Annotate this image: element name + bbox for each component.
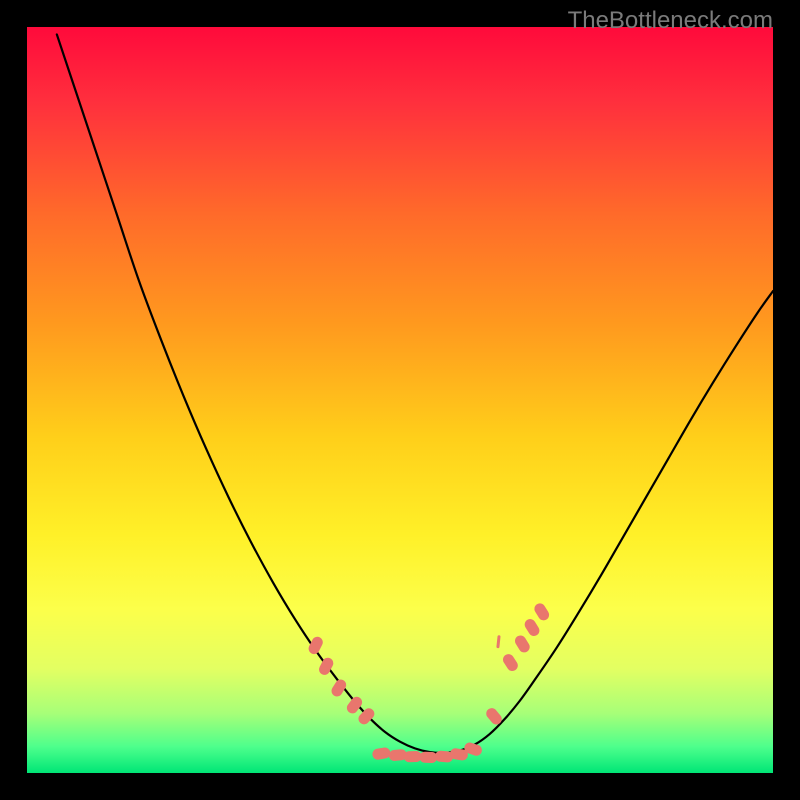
marker-tick: [498, 637, 499, 647]
marker-pill: [345, 695, 365, 716]
marker-pill: [403, 751, 421, 763]
chart-svg: [0, 0, 800, 800]
marker-pill: [307, 635, 325, 656]
marker-pill: [513, 633, 532, 654]
watermark-text: TheBottleneck.com: [568, 7, 773, 35]
marker-pill: [419, 752, 437, 764]
marker-pill: [532, 601, 551, 622]
marker-pill: [523, 617, 542, 638]
marker-pill: [356, 706, 376, 727]
marker-pill: [329, 677, 348, 698]
marker-pill: [501, 652, 520, 673]
marker-pill: [372, 747, 392, 761]
main-curve: [57, 34, 773, 753]
